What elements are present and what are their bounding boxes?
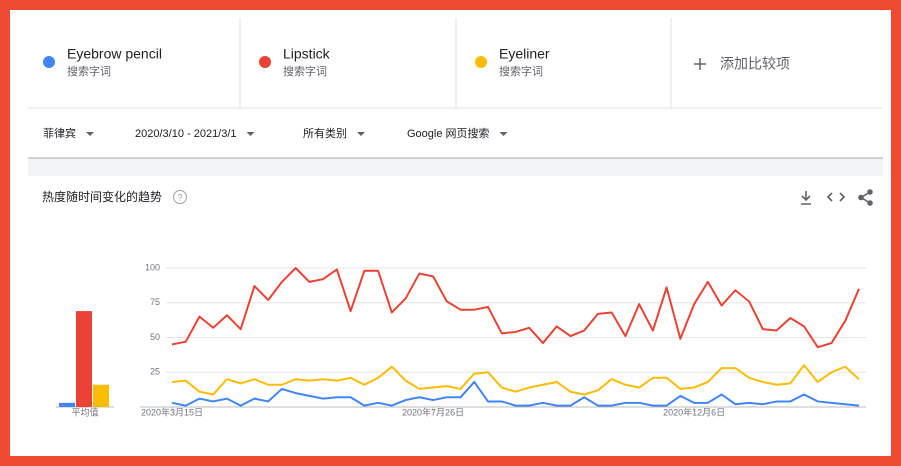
x-tick-label: 2020年12月6日 — [663, 406, 725, 417]
x-tick-label: 2020年3月15日 — [141, 406, 203, 417]
filter[interactable]: 菲律宾 — [43, 126, 76, 140]
y-tick-label: 25 — [150, 367, 160, 377]
card-icons[interactable] — [801, 189, 873, 206]
filter[interactable]: Google 网页搜索 — [407, 126, 490, 140]
legend-subtitle: 搜索字词 — [283, 64, 327, 78]
card-title: 热度随时间变化的趋势 — [42, 189, 162, 204]
legend-name[interactable]: Lipstick — [283, 46, 331, 62]
dropdown-arrow — [499, 132, 508, 136]
chart: 25 50 75 100 2020年3月15日 2020年7月26日 2020年12月6日 平… — [56, 262, 866, 417]
dropdown-arrow — [86, 132, 94, 136]
dropdown-arrow — [357, 132, 365, 136]
embed-icon[interactable] — [826, 192, 846, 202]
legend-name[interactable]: Eyeliner — [499, 46, 550, 62]
legend-dot — [475, 56, 487, 68]
average-bar — [93, 384, 109, 407]
add-compare[interactable]: 添加比较项 — [694, 56, 790, 72]
legend-dot — [259, 56, 271, 68]
legend-name[interactable]: Eyebrow pencil — [67, 46, 162, 62]
svg-text:?: ? — [177, 192, 182, 202]
y-tick-label: 75 — [150, 297, 160, 307]
download-icon[interactable] — [801, 191, 811, 205]
legend-subtitle: 搜索字词 — [67, 64, 111, 78]
average-label: 平均值 — [71, 406, 98, 417]
dividers — [28, 18, 882, 109]
add-compare-label[interactable]: 添加比较项 — [720, 56, 790, 72]
legend-subtitle: 搜索字词 — [499, 64, 543, 78]
help-icon[interactable]: ? — [173, 190, 187, 204]
y-tick-label: 100 — [145, 262, 160, 272]
dropdown-arrow — [246, 132, 255, 136]
x-tick-label: 2020年7月26日 — [402, 406, 464, 417]
share-icon[interactable] — [858, 189, 873, 206]
filter[interactable]: 所有类别 — [303, 126, 347, 140]
compare-row: Eyebrow pencil 搜索字词 Lipstick 搜索字词 Eyeliner 搜索… — [43, 46, 550, 78]
filter[interactable]: 2020/3/10 - 2021/3/1 — [135, 128, 237, 140]
y-tick-label: 50 — [150, 332, 160, 342]
average-bar — [59, 402, 75, 407]
series-line — [171, 364, 860, 396]
average-bar — [76, 311, 92, 407]
panel — [10, 10, 891, 456]
legend-dot — [43, 56, 55, 68]
separator-band — [28, 158, 883, 176]
series-line — [171, 380, 860, 407]
filter-row: 菲律宾 2020/3/10 - 2021/3/1 所有类别 Google 网页搜索 — [43, 126, 508, 140]
series-line — [171, 267, 860, 349]
